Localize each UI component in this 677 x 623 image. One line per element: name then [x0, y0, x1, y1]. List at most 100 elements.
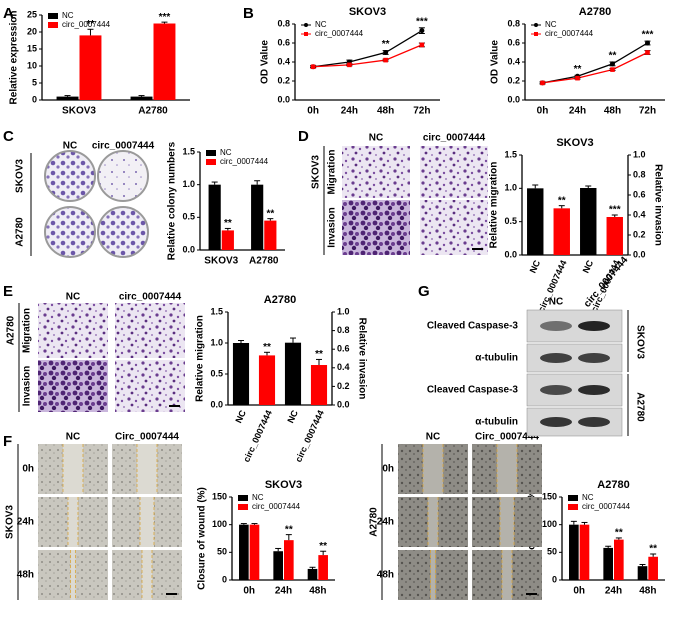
marker [645, 50, 650, 55]
legend-swatch [48, 22, 58, 28]
y-axis-label: Relative migration [489, 162, 500, 249]
legend-label: NC [252, 493, 264, 502]
column-label: NC [426, 432, 440, 443]
x-tick-label: 0h [243, 586, 255, 597]
bar [284, 342, 302, 405]
legend-marker [534, 32, 538, 36]
y-tick-label: 0.8 [277, 18, 290, 28]
row-label: 0h [22, 464, 34, 475]
column-label: Circ_0007444 [115, 432, 179, 443]
legend-swatch [206, 150, 216, 156]
y-tick-label: 0 [32, 94, 37, 104]
marker [419, 42, 425, 48]
blot-band [578, 385, 610, 395]
x-tick-label: NC [233, 408, 248, 424]
y-axis-label: Closure of wound (%) [197, 487, 208, 590]
bar [249, 524, 260, 580]
legend-swatch [568, 495, 578, 501]
y2-tick-label: 0.0 [337, 399, 350, 409]
legend-label: circ_0007444 [252, 502, 301, 511]
chart-title: A2780 [264, 294, 296, 306]
column-label: circ_0007444 [92, 141, 155, 152]
x-tick-label: 48h [309, 586, 326, 597]
panel-letter: C [3, 128, 14, 145]
bar [79, 35, 102, 100]
legend-label: circ_0007444 [315, 29, 364, 38]
y-tick-label: 20 [27, 26, 37, 36]
y-tick-label: 1.5 [182, 146, 195, 156]
y-tick-label: 0.0 [504, 249, 517, 259]
x-tick-label: circ_0007444 [241, 409, 274, 464]
legend-marker [534, 23, 538, 27]
y-axis-label: Relative expression [9, 11, 20, 105]
significance: *** [642, 30, 654, 41]
legend-label: NC [62, 11, 74, 20]
y-tick-label: 10 [27, 60, 37, 70]
legend-swatch [48, 13, 58, 19]
y-tick-label: 50 [547, 547, 557, 557]
legend-label: NC [220, 148, 232, 157]
x-tick-label: SKOV3 [62, 106, 96, 117]
y-axis-label: Relative migration [195, 315, 206, 402]
group-label: A2780 [6, 315, 17, 345]
bar [56, 96, 79, 100]
significance: ** [315, 349, 323, 360]
line [542, 51, 648, 84]
panel-letter: B [243, 5, 254, 22]
y2-tick-label: 0.2 [337, 381, 350, 391]
column-label: Circ_0007444 [475, 432, 539, 443]
panel-letter: E [3, 283, 13, 300]
y-tick-label: 0.0 [507, 94, 520, 104]
wound-gap [423, 444, 443, 494]
x-tick-label: SKOV3 [204, 256, 238, 267]
x-tick-label: 72h [413, 106, 430, 117]
blot-band [540, 417, 572, 427]
bar [239, 524, 249, 580]
y-tick-label: 0.0 [277, 94, 290, 104]
x-tick-label: NC [528, 258, 543, 274]
legend-label: circ_0007444 [220, 157, 269, 166]
significance: ** [87, 19, 95, 30]
column-label: NC [549, 297, 563, 308]
bar [580, 188, 597, 255]
legend-label: circ_0007444 [62, 20, 111, 29]
legend-label: NC [545, 20, 557, 29]
chart-title: A2780 [579, 6, 611, 18]
x-tick-label: A2780 [249, 256, 279, 267]
micrograph [38, 303, 108, 358]
significance: ** [574, 64, 582, 75]
significance: *** [609, 205, 621, 216]
x-tick-label: circ_0007444 [293, 409, 326, 464]
row-label: 24h [377, 517, 394, 528]
chart-title: SKOV3 [349, 6, 386, 18]
group-label: SKOV3 [634, 325, 645, 359]
marker [610, 61, 615, 67]
bar [553, 208, 570, 255]
y-tick-label: 0.2 [507, 75, 520, 85]
y-tick-label: 15 [27, 43, 37, 53]
legend-swatch [568, 504, 578, 510]
y2-tick-label: 0.4 [337, 362, 350, 372]
wound-gap [428, 497, 438, 547]
wound-gap [502, 550, 512, 600]
y-tick-label: 1.5 [210, 306, 223, 316]
x-tick-label: 24h [605, 586, 622, 597]
x-tick-label: 48h [604, 106, 621, 117]
significance: ** [558, 195, 566, 206]
y-tick-label: 50 [217, 547, 227, 557]
x-tick-label: 48h [377, 106, 394, 117]
dish [97, 206, 149, 258]
y-tick-label: 0.0 [210, 399, 223, 409]
y-tick-label: 0.8 [507, 18, 520, 28]
marker [645, 40, 650, 46]
wound-gap [497, 444, 517, 494]
row-label: Invasion [22, 366, 33, 407]
legend-swatch [238, 504, 248, 510]
wound-gap [140, 497, 154, 547]
blot-band [578, 353, 610, 363]
blot-band [540, 353, 572, 363]
significance: ** [382, 39, 390, 50]
panel-letter: F [3, 433, 12, 450]
micrograph [420, 146, 488, 198]
